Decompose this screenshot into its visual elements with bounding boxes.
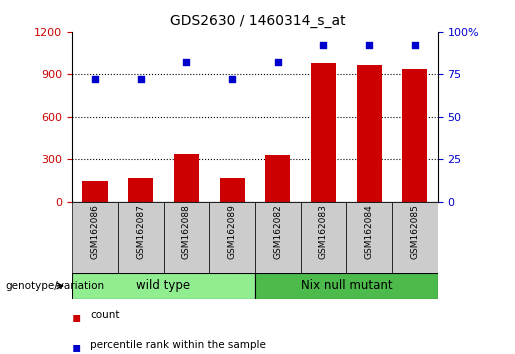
Text: GSM162084: GSM162084 bbox=[365, 204, 374, 259]
Text: wild type: wild type bbox=[136, 279, 191, 292]
Text: percentile rank within the sample: percentile rank within the sample bbox=[90, 340, 266, 350]
Text: ▪: ▪ bbox=[72, 340, 81, 354]
Point bbox=[91, 76, 99, 82]
Text: GSM162089: GSM162089 bbox=[228, 204, 236, 259]
Bar bbox=[402, 69, 427, 202]
Text: GSM162082: GSM162082 bbox=[273, 204, 282, 259]
Text: Nix null mutant: Nix null mutant bbox=[301, 279, 392, 292]
FancyBboxPatch shape bbox=[209, 202, 255, 273]
Text: ▪: ▪ bbox=[72, 310, 81, 324]
Bar bbox=[356, 65, 382, 202]
FancyBboxPatch shape bbox=[72, 202, 118, 273]
Bar bbox=[128, 178, 153, 202]
Point bbox=[136, 76, 145, 82]
Text: genotype/variation: genotype/variation bbox=[5, 281, 104, 291]
Text: GSM162083: GSM162083 bbox=[319, 204, 328, 259]
FancyBboxPatch shape bbox=[301, 202, 346, 273]
FancyBboxPatch shape bbox=[163, 202, 209, 273]
Point bbox=[228, 76, 236, 82]
Bar bbox=[82, 181, 108, 202]
Bar bbox=[219, 178, 245, 202]
Bar bbox=[311, 63, 336, 202]
Point bbox=[365, 42, 373, 48]
FancyBboxPatch shape bbox=[392, 202, 438, 273]
Text: GSM162085: GSM162085 bbox=[410, 204, 419, 259]
Text: count: count bbox=[90, 310, 119, 320]
Text: GSM162086: GSM162086 bbox=[91, 204, 99, 259]
FancyBboxPatch shape bbox=[255, 202, 301, 273]
Text: GSM162087: GSM162087 bbox=[136, 204, 145, 259]
FancyBboxPatch shape bbox=[72, 273, 255, 299]
Point bbox=[411, 42, 419, 48]
FancyBboxPatch shape bbox=[255, 273, 438, 299]
FancyBboxPatch shape bbox=[346, 202, 392, 273]
Bar bbox=[174, 154, 199, 202]
Text: GDS2630 / 1460314_s_at: GDS2630 / 1460314_s_at bbox=[169, 14, 346, 28]
Point bbox=[273, 59, 282, 65]
Point bbox=[319, 42, 328, 48]
FancyBboxPatch shape bbox=[118, 202, 163, 273]
Point bbox=[182, 59, 191, 65]
Bar bbox=[265, 155, 290, 202]
Text: GSM162088: GSM162088 bbox=[182, 204, 191, 259]
